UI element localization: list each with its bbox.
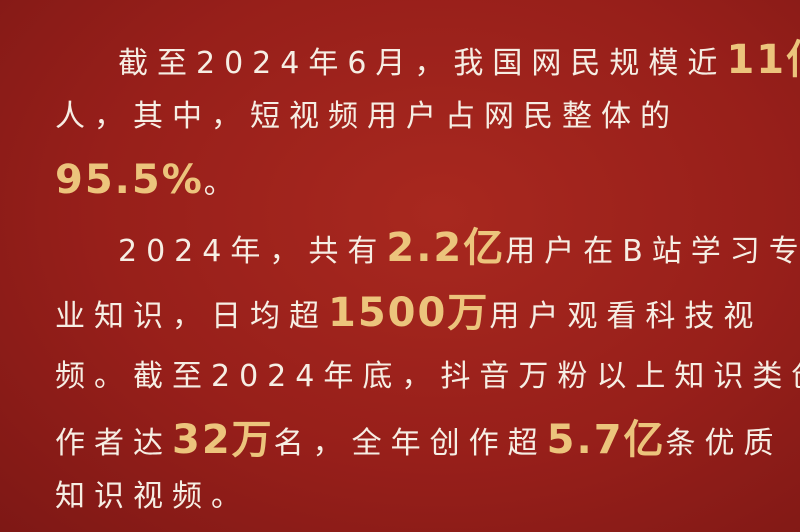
- text-segment: 名，全年创作超: [273, 426, 547, 461]
- highlighted-statistic: 32万: [172, 417, 274, 463]
- text-line: 知识视频。: [55, 477, 250, 517]
- text-line: 频。截至2024年底，抖音万粉以上知识类创: [55, 357, 800, 397]
- text-line: 2024年，共有2.2亿用户在B站学习专: [118, 228, 800, 272]
- text-segment: 条优质: [665, 426, 783, 461]
- highlighted-statistic: 5.7亿: [546, 417, 666, 463]
- text-line: 截至2024年6月，我国网民规模近11亿: [118, 40, 800, 84]
- text-segment: 业知识，日均超: [55, 299, 328, 334]
- text-segment: 。: [203, 166, 243, 201]
- text-line: 人，其中，短视频用户占网民整体的: [55, 97, 679, 137]
- highlighted-statistic: 95.5%: [55, 157, 204, 203]
- text-segment: 知识视频。: [55, 479, 250, 514]
- text-segment: 2024年，共有: [118, 234, 387, 269]
- text-segment: 频。截至2024年底，抖音万粉以上知识类创: [55, 359, 800, 394]
- text-segment: 作者达: [55, 426, 172, 461]
- text-segment: 用户观看科技视: [489, 299, 763, 334]
- text-segment: 人，其中，短视频用户占网民整体的: [55, 99, 679, 134]
- highlighted-statistic: 1500万: [328, 290, 490, 336]
- text-segment: 截至2024年6月，我国网民规模近: [118, 46, 727, 81]
- text-segment: 用户在B站学习专: [505, 234, 800, 269]
- text-line: 作者达32万名，全年创作超5.7亿条优质: [55, 420, 783, 464]
- text-line: 业知识，日均超1500万用户观看科技视: [55, 293, 762, 337]
- text-line: 95.5%。: [55, 160, 243, 204]
- highlighted-statistic: 2.2亿: [386, 225, 506, 271]
- highlighted-statistic: 11亿: [726, 37, 800, 83]
